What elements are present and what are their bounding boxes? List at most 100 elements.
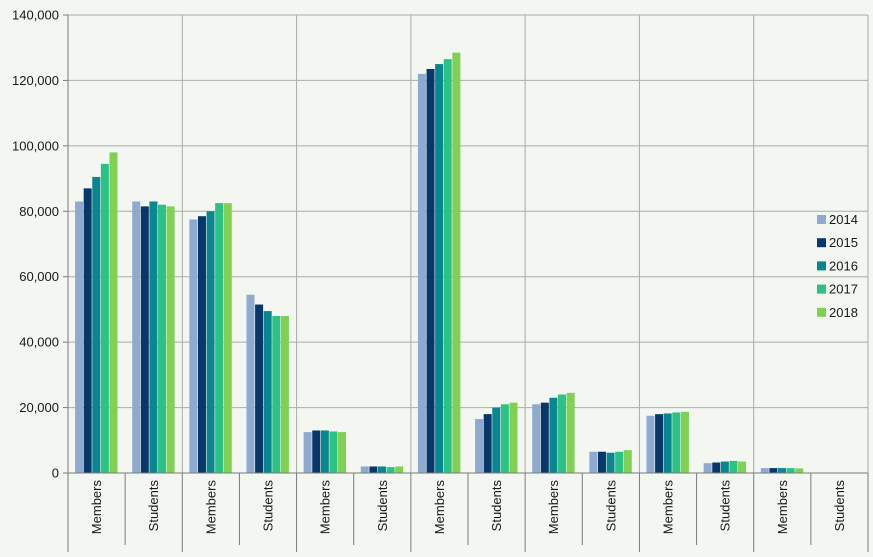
bar-2015-3	[255, 304, 264, 473]
bar-2016-11	[720, 461, 729, 473]
bar-2018-12	[795, 468, 804, 473]
bar-2014-3	[246, 294, 255, 473]
bar-2018-8	[566, 392, 575, 473]
bar-2016-7	[492, 407, 501, 473]
bar-2017-0	[100, 163, 109, 473]
bar-2017-8	[558, 394, 567, 473]
x-tick-label: Students	[603, 480, 618, 532]
legend-swatch	[817, 215, 826, 224]
plot-area	[68, 15, 868, 473]
x-tick-label: Students	[832, 480, 847, 532]
y-tick-label: 120,000	[12, 73, 59, 88]
bar-2017-3	[272, 315, 281, 473]
bar-2016-10	[663, 413, 672, 473]
legend: 2014 2015 2016 2017 2018	[817, 212, 858, 320]
axes	[63, 14, 869, 552]
x-tick-label: Students	[489, 480, 504, 532]
bar-2018-9	[623, 450, 632, 473]
y-tick-label: 20,000	[19, 400, 59, 415]
bar-2014-4	[303, 432, 312, 473]
x-tick-label: Students	[375, 480, 390, 532]
legend-swatch	[817, 238, 826, 248]
bar-2015-12	[769, 468, 778, 473]
legend-swatch	[817, 261, 826, 271]
x-tick-label: Members	[432, 480, 447, 535]
legend-swatch	[817, 307, 826, 317]
x-tick-label: Students	[718, 480, 733, 532]
bar-2015-10	[655, 414, 664, 473]
bar-2017-7	[500, 404, 509, 473]
y-axis-ticks: 0 20,000 40,000 60,000 80,000 100,000 120,000 1…	[12, 8, 59, 481]
bar-2015-2	[197, 216, 206, 473]
bars	[75, 52, 804, 474]
bar-2018-0	[109, 152, 118, 473]
bar-2017-9	[615, 451, 624, 473]
bar-2017-12	[786, 468, 795, 473]
bar-2015-9	[597, 451, 606, 473]
y-tick-label: 40,000	[19, 335, 59, 350]
bar-2014-10	[646, 415, 655, 473]
bar-2018-3	[280, 315, 289, 473]
bar-2014-6	[417, 73, 426, 473]
bar-2017-5	[386, 467, 395, 473]
bar-2016-1	[149, 201, 158, 473]
bar-2015-0	[83, 188, 92, 473]
bar-2017-4	[329, 431, 338, 473]
bar-2016-9	[606, 452, 615, 473]
bar-2016-0	[92, 176, 101, 473]
bar-2015-4	[312, 430, 321, 473]
x-tick-label: Students	[146, 480, 161, 532]
bar-2014-11	[703, 463, 712, 473]
y-tick-label: 80,000	[19, 204, 59, 219]
bar-2014-12	[760, 468, 769, 473]
bar-2017-2	[215, 203, 224, 473]
bar-2016-6	[435, 64, 444, 474]
bar-2014-5	[360, 466, 369, 473]
bar-2016-8	[549, 397, 558, 473]
x-tick-label: Members	[546, 480, 561, 535]
legend-label: 2016	[829, 258, 858, 273]
y-tick-label: 0	[52, 466, 59, 481]
bar-2015-1	[140, 206, 149, 473]
bar-2018-6	[452, 52, 461, 473]
bar-2015-7	[483, 414, 492, 473]
bar-2018-4	[338, 432, 347, 473]
bar-2016-3	[263, 311, 272, 473]
y-tick-label: 140,000	[12, 8, 59, 23]
bar-2014-9	[589, 451, 598, 473]
bar-2014-7	[475, 419, 484, 473]
bar-2015-11	[712, 462, 721, 473]
bar-2014-8	[532, 404, 541, 473]
x-tick-label: Members	[775, 480, 790, 535]
bar-2016-2	[206, 211, 215, 474]
y-tick-label: 100,000	[12, 138, 59, 153]
bar-2018-7	[509, 402, 518, 473]
bar-2016-12	[777, 468, 786, 473]
bar-2016-4	[320, 430, 329, 473]
bar-2015-6	[426, 68, 435, 473]
bar-2017-6	[443, 59, 452, 474]
plot-background	[68, 15, 868, 473]
bar-2014-2	[189, 219, 198, 473]
legend-label: 2015	[829, 235, 858, 250]
legend-swatch	[817, 284, 826, 294]
x-tick-label: Members	[661, 480, 676, 535]
x-tick-label: Students	[261, 480, 276, 532]
bar-2017-10	[672, 412, 681, 473]
bar-2016-5	[377, 466, 386, 473]
x-axis-ticks: Members Students Members Students Members Stu…	[89, 480, 847, 535]
y-tick-label: 60,000	[19, 269, 59, 284]
bar-2017-11	[729, 460, 738, 473]
legend-label: 2018	[829, 305, 858, 320]
bar-2018-1	[166, 206, 175, 473]
bar-2014-1	[132, 201, 141, 473]
bar-2017-1	[158, 204, 167, 473]
x-tick-label: Members	[203, 480, 218, 535]
bar-2018-10	[680, 411, 689, 473]
legend-label: 2017	[829, 282, 858, 297]
bar-2015-5	[369, 466, 378, 473]
gridlines	[68, 14, 869, 474]
bar-2018-2	[223, 203, 232, 473]
